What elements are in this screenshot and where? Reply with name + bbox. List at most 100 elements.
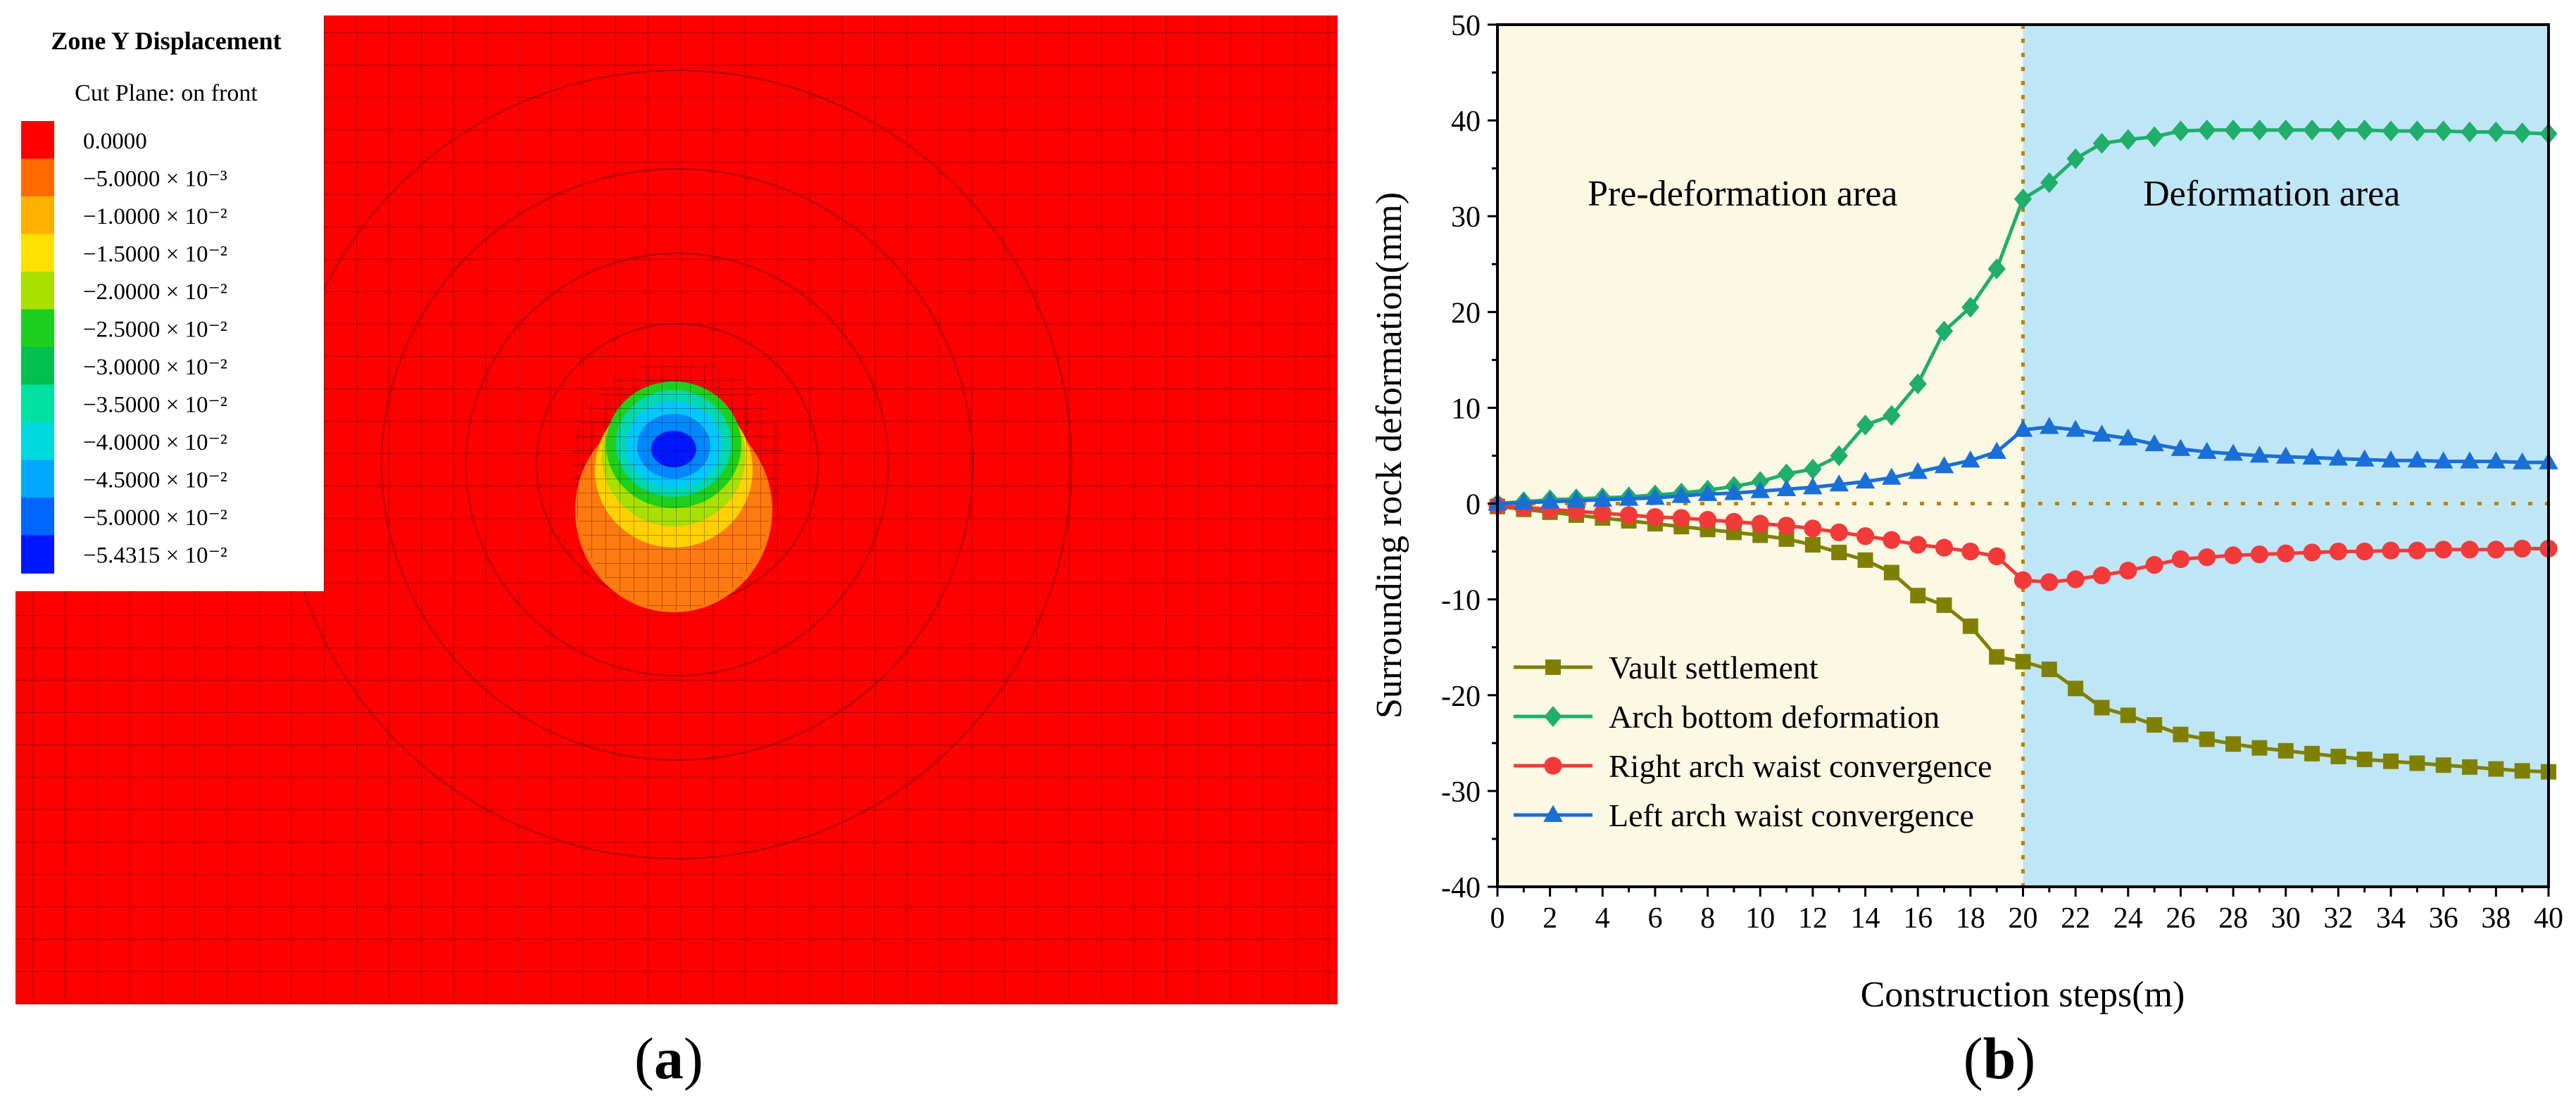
region-label: Deformation area (2143, 174, 2400, 214)
data-point (2433, 451, 2454, 469)
data-point (2040, 573, 2059, 591)
data-point (1857, 552, 1873, 568)
data-point (1592, 489, 1613, 507)
legend-title: Zone Y Displacement (51, 27, 281, 55)
x-tick-label: 36 (2429, 902, 2458, 935)
data-point (2407, 450, 2427, 468)
x-tick-label: 22 (2061, 902, 2090, 935)
data-point (1908, 462, 1928, 479)
panel-b-label-open: ( (1963, 1026, 1983, 1092)
data-point (2329, 119, 2348, 141)
legend-swatch (21, 272, 54, 310)
data-point (1856, 527, 1875, 545)
data-point (2118, 428, 2138, 446)
legend-value: −4.5000 × 10⁻² (83, 467, 227, 493)
data-point (2382, 120, 2400, 141)
data-point (1778, 531, 1795, 547)
data-point (2304, 745, 2320, 762)
y-tick-label: -30 (1441, 776, 1481, 809)
data-point (2356, 542, 2374, 561)
panel-a-label-open: ( (634, 1026, 654, 1092)
x-tick-label: 4 (1595, 902, 1610, 935)
data-point (2119, 562, 2137, 580)
data-point (2356, 751, 2373, 767)
x-tick-label: 10 (1745, 902, 1775, 935)
legend-item: Right arch waist convergence (1514, 748, 1992, 784)
legend-label: Vault settlement (1609, 650, 1818, 685)
y-tick-label: 0 (1466, 489, 1481, 522)
x-tick-label: 2 (1543, 902, 1557, 935)
data-point (1671, 486, 1692, 503)
data-point (2094, 700, 2110, 716)
data-point (2461, 541, 2479, 559)
data-point (2145, 556, 2163, 574)
data-point (1804, 537, 1821, 553)
data-point (2487, 541, 2506, 559)
legend-swatch (21, 460, 54, 498)
data-point (2460, 451, 2480, 469)
data-point (1910, 588, 1926, 604)
legend-value: −2.5000 × 10⁻² (83, 317, 227, 342)
data-point (2408, 120, 2427, 141)
legend-value: −1.0000 × 10⁻² (83, 204, 227, 229)
data-point (2382, 541, 2400, 560)
y-tick-label: -10 (1441, 585, 1481, 617)
data-point (2251, 740, 2268, 756)
x-tick-label: 30 (2271, 902, 2301, 935)
data-point (2041, 662, 2057, 678)
legend-value: −2.0000 × 10⁻² (83, 279, 227, 305)
data-point (1883, 531, 1901, 549)
legend-swatch (21, 196, 54, 235)
data-point (1934, 456, 1954, 474)
data-point (2170, 438, 2191, 456)
legend-marker (1544, 706, 1562, 727)
y-tick-label: 10 (1451, 393, 1481, 425)
data-point (1777, 463, 1796, 485)
data-point (2092, 566, 2111, 585)
data-point (2408, 541, 2427, 560)
y-tick-label: 50 (1451, 10, 1481, 42)
y-axis-label: Surrounding rock deformation(mm) (1369, 192, 1409, 719)
y-tick-label: 40 (1451, 106, 1481, 138)
data-point (2068, 681, 2084, 697)
data-point (1804, 458, 1822, 480)
data-point (2276, 446, 2296, 464)
tunnel-contour (575, 374, 772, 612)
data-point (2145, 126, 2163, 148)
data-point (2224, 119, 2242, 141)
x-tick-label: 28 (2218, 902, 2248, 935)
data-point (1697, 484, 1718, 501)
chart-axes: 0 2 4 6 8 10 12 14 16 18 20 22 24 26 28 30 32 34 36 38 40-40… (1441, 10, 2563, 935)
series-left-arch-waist-convergence (1488, 417, 2558, 511)
y-tick-label: 20 (1451, 297, 1481, 329)
data-point (1619, 488, 1639, 506)
data-point (2434, 541, 2453, 559)
region-background (1497, 25, 2023, 887)
data-point (1514, 492, 1534, 510)
data-point (1803, 477, 1823, 495)
data-point (2225, 736, 2242, 752)
data-point (2462, 759, 2478, 775)
data-point (1830, 523, 1848, 542)
legend-item: Arch bottom deformation (1514, 699, 1940, 735)
data-point (1619, 506, 1638, 524)
legend-subtitle: Cut Plane: on front (75, 80, 258, 106)
x-tick-label: 40 (2534, 902, 2563, 935)
data-point (2013, 571, 2032, 590)
data-point (1883, 564, 1899, 581)
panel-a-label-letter: a (654, 1026, 684, 1092)
data-point (2303, 543, 2321, 562)
legend-swatch (21, 422, 54, 461)
legend-value: −4.0000 × 10⁻² (83, 430, 227, 455)
chart-series (1488, 119, 2558, 780)
legend-value: −5.0000 × 10⁻³ (83, 166, 227, 191)
data-point (1698, 511, 1717, 529)
data-point (2198, 548, 2216, 567)
data-point (1777, 517, 1796, 535)
data-point (1776, 479, 1797, 497)
panel-a-label: (a) (620, 1024, 718, 1094)
data-point (2250, 545, 2269, 564)
data-point (1856, 415, 1875, 436)
data-point (2199, 731, 2215, 747)
x-tick-label: 38 (2481, 902, 2511, 935)
